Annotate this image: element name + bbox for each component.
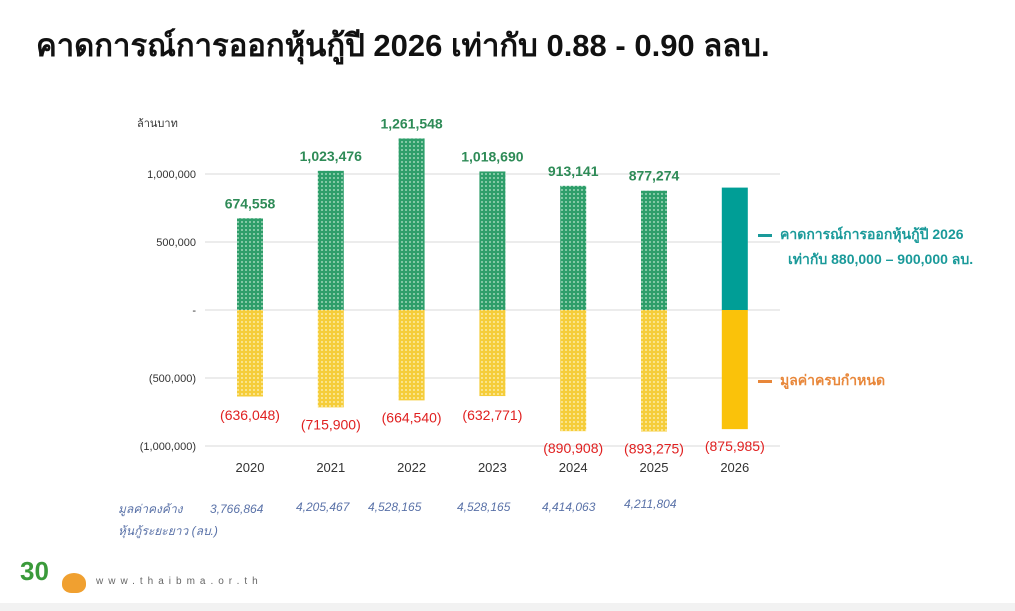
x-tick-label: 2020	[236, 460, 265, 475]
bar-maturity	[237, 310, 263, 397]
data-label-maturity: (715,900)	[301, 416, 361, 432]
legend-dash-icon	[758, 233, 772, 237]
x-tick-label: 2026	[720, 460, 749, 475]
x-tick-label: 2025	[640, 460, 669, 475]
bar-maturity	[317, 310, 344, 408]
data-label-issuance: 1,023,476	[300, 148, 362, 164]
data-label-maturity: (636,048)	[220, 407, 280, 423]
y-axis-label: ล้านบาท	[137, 118, 178, 130]
bar-maturity	[641, 310, 667, 432]
bar-maturity	[560, 310, 587, 432]
data-label-maturity: (664,540)	[382, 409, 442, 425]
data-label-issuance: 1,018,690	[461, 148, 523, 164]
bar-issuance	[641, 190, 667, 310]
bar-issuance	[560, 185, 587, 310]
data-label-maturity: (632,771)	[462, 407, 522, 423]
bar-maturity	[398, 310, 425, 401]
logo: 30	[20, 556, 49, 586]
y-tick-label: 500,000	[156, 237, 196, 249]
x-tick-label: 2021	[316, 460, 345, 475]
data-label-issuance: 674,558	[225, 195, 276, 211]
thaibma-flower-icon	[62, 573, 86, 593]
outstanding-label-2: หุ้นกู้ระยะยาว (ลบ.)	[118, 524, 218, 538]
slide-title: คาดการณ์การออกหุ้นกู้ปี 2026 เท่ากับ 0.8…	[36, 28, 770, 63]
outstanding-value: 3,766,864	[210, 502, 264, 516]
legend-forecast: คาดการณ์การออกหุ้นกู้ปี 2026 เท่ากับ 880…	[758, 222, 973, 272]
footer-url[interactable]: www.thaibma.or.th	[96, 576, 263, 587]
x-tick-label: 2022	[397, 460, 426, 475]
legend-forecast-line1: คาดการณ์การออกหุ้นกู้ปี 2026	[780, 226, 964, 242]
outstanding-value: 4,528,165	[457, 500, 511, 514]
y-tick-label: 1,000,000	[147, 169, 196, 181]
bar-issuance	[317, 170, 344, 310]
legend-dash-icon	[758, 379, 772, 383]
y-tick-label: (1,000,000)	[140, 441, 196, 453]
outstanding-value: 4,205,467	[296, 500, 350, 514]
x-tick-label: 2023	[478, 460, 507, 475]
bar-issuance	[237, 218, 263, 310]
bar-issuance	[479, 171, 506, 310]
bar-issuance	[398, 138, 425, 310]
data-label-maturity: (893,275)	[624, 440, 684, 456]
bar-maturity	[721, 310, 748, 430]
footer-bar	[0, 603, 1015, 611]
outstanding-value: 4,211,804	[624, 497, 677, 511]
legend-forecast-line2: เท่ากับ 880,000 – 900,000 ลบ.	[788, 251, 974, 267]
legend-maturity-label: มูลค่าครบกำหนด	[780, 372, 886, 388]
data-label-issuance: 913,141	[548, 163, 599, 179]
data-label-maturity: (890,908)	[543, 440, 603, 456]
legend-maturity: มูลค่าครบกำหนด	[758, 370, 885, 392]
outstanding-value: 4,528,165	[368, 500, 422, 514]
data-label-issuance: 1,261,548	[380, 115, 442, 131]
bar-issuance	[721, 187, 748, 310]
data-label-maturity: (875,985)	[705, 438, 765, 454]
outstanding-label-1: มูลค่าคงค้าง	[118, 502, 183, 516]
y-tick-label: -	[192, 305, 196, 317]
data-label-issuance: 877,274	[629, 168, 680, 184]
bar-maturity	[479, 310, 506, 397]
x-tick-label: 2024	[559, 460, 588, 475]
y-tick-label: (500,000)	[149, 373, 196, 385]
outstanding-value: 4,414,063	[542, 500, 596, 514]
